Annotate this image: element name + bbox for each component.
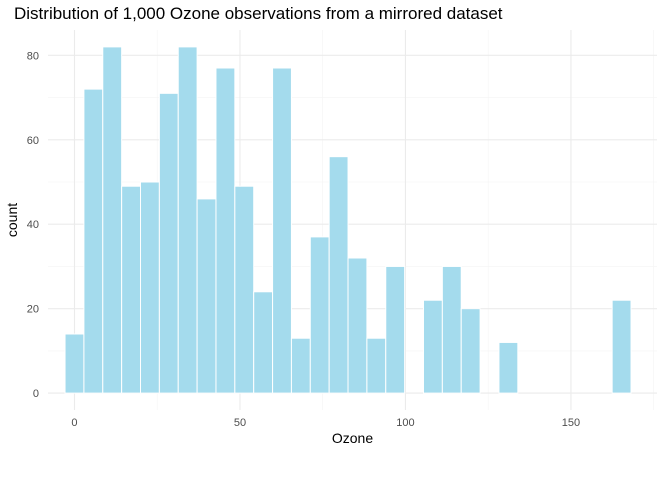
- x-tick-label: 50: [234, 417, 246, 429]
- histogram-bar: [498, 341, 519, 394]
- histogram-bar: [196, 198, 217, 394]
- histogram-bar: [140, 181, 160, 394]
- histogram-bar: [290, 337, 311, 394]
- histogram-bar: [234, 185, 255, 394]
- histogram-bar: [253, 291, 274, 394]
- y-axis-title: count: [4, 203, 20, 237]
- histogram-bar: [309, 236, 330, 394]
- histogram-bar: [460, 308, 481, 394]
- x-tick-label: 100: [396, 417, 414, 429]
- y-tick-label: 20: [27, 304, 39, 316]
- histogram-bar: [177, 46, 198, 394]
- x-tick-label: 0: [71, 417, 77, 429]
- histogram-bar: [385, 265, 406, 394]
- chart-title: Distribution of 1,000 Ozone observations…: [14, 4, 503, 23]
- x-axis-ticks: 0 50 100 150: [71, 417, 580, 429]
- y-tick-label: 40: [27, 219, 39, 231]
- histogram-bar: [611, 299, 632, 394]
- y-tick-label: 0: [33, 388, 39, 400]
- x-tick-label: 150: [562, 417, 580, 429]
- histogram-bar: [158, 92, 179, 394]
- histogram-bar: [422, 299, 443, 394]
- histogram-bar: [102, 46, 123, 394]
- histogram-bar: [328, 156, 349, 394]
- histogram-bar: [347, 257, 368, 394]
- y-tick-label: 60: [27, 135, 39, 147]
- y-axis-ticks: 0 20 40 60 80: [27, 50, 39, 400]
- histogram-bar: [366, 337, 387, 394]
- histogram-bar: [83, 88, 104, 394]
- histogram-bar: [441, 265, 462, 394]
- histogram-bar: [121, 185, 142, 394]
- histogram-bar: [64, 333, 85, 394]
- histogram-bars: [64, 46, 632, 394]
- histogram-bar: [272, 67, 292, 394]
- x-axis-title: Ozone: [332, 430, 373, 446]
- histogram-bar: [215, 67, 236, 394]
- y-tick-label: 80: [27, 50, 39, 62]
